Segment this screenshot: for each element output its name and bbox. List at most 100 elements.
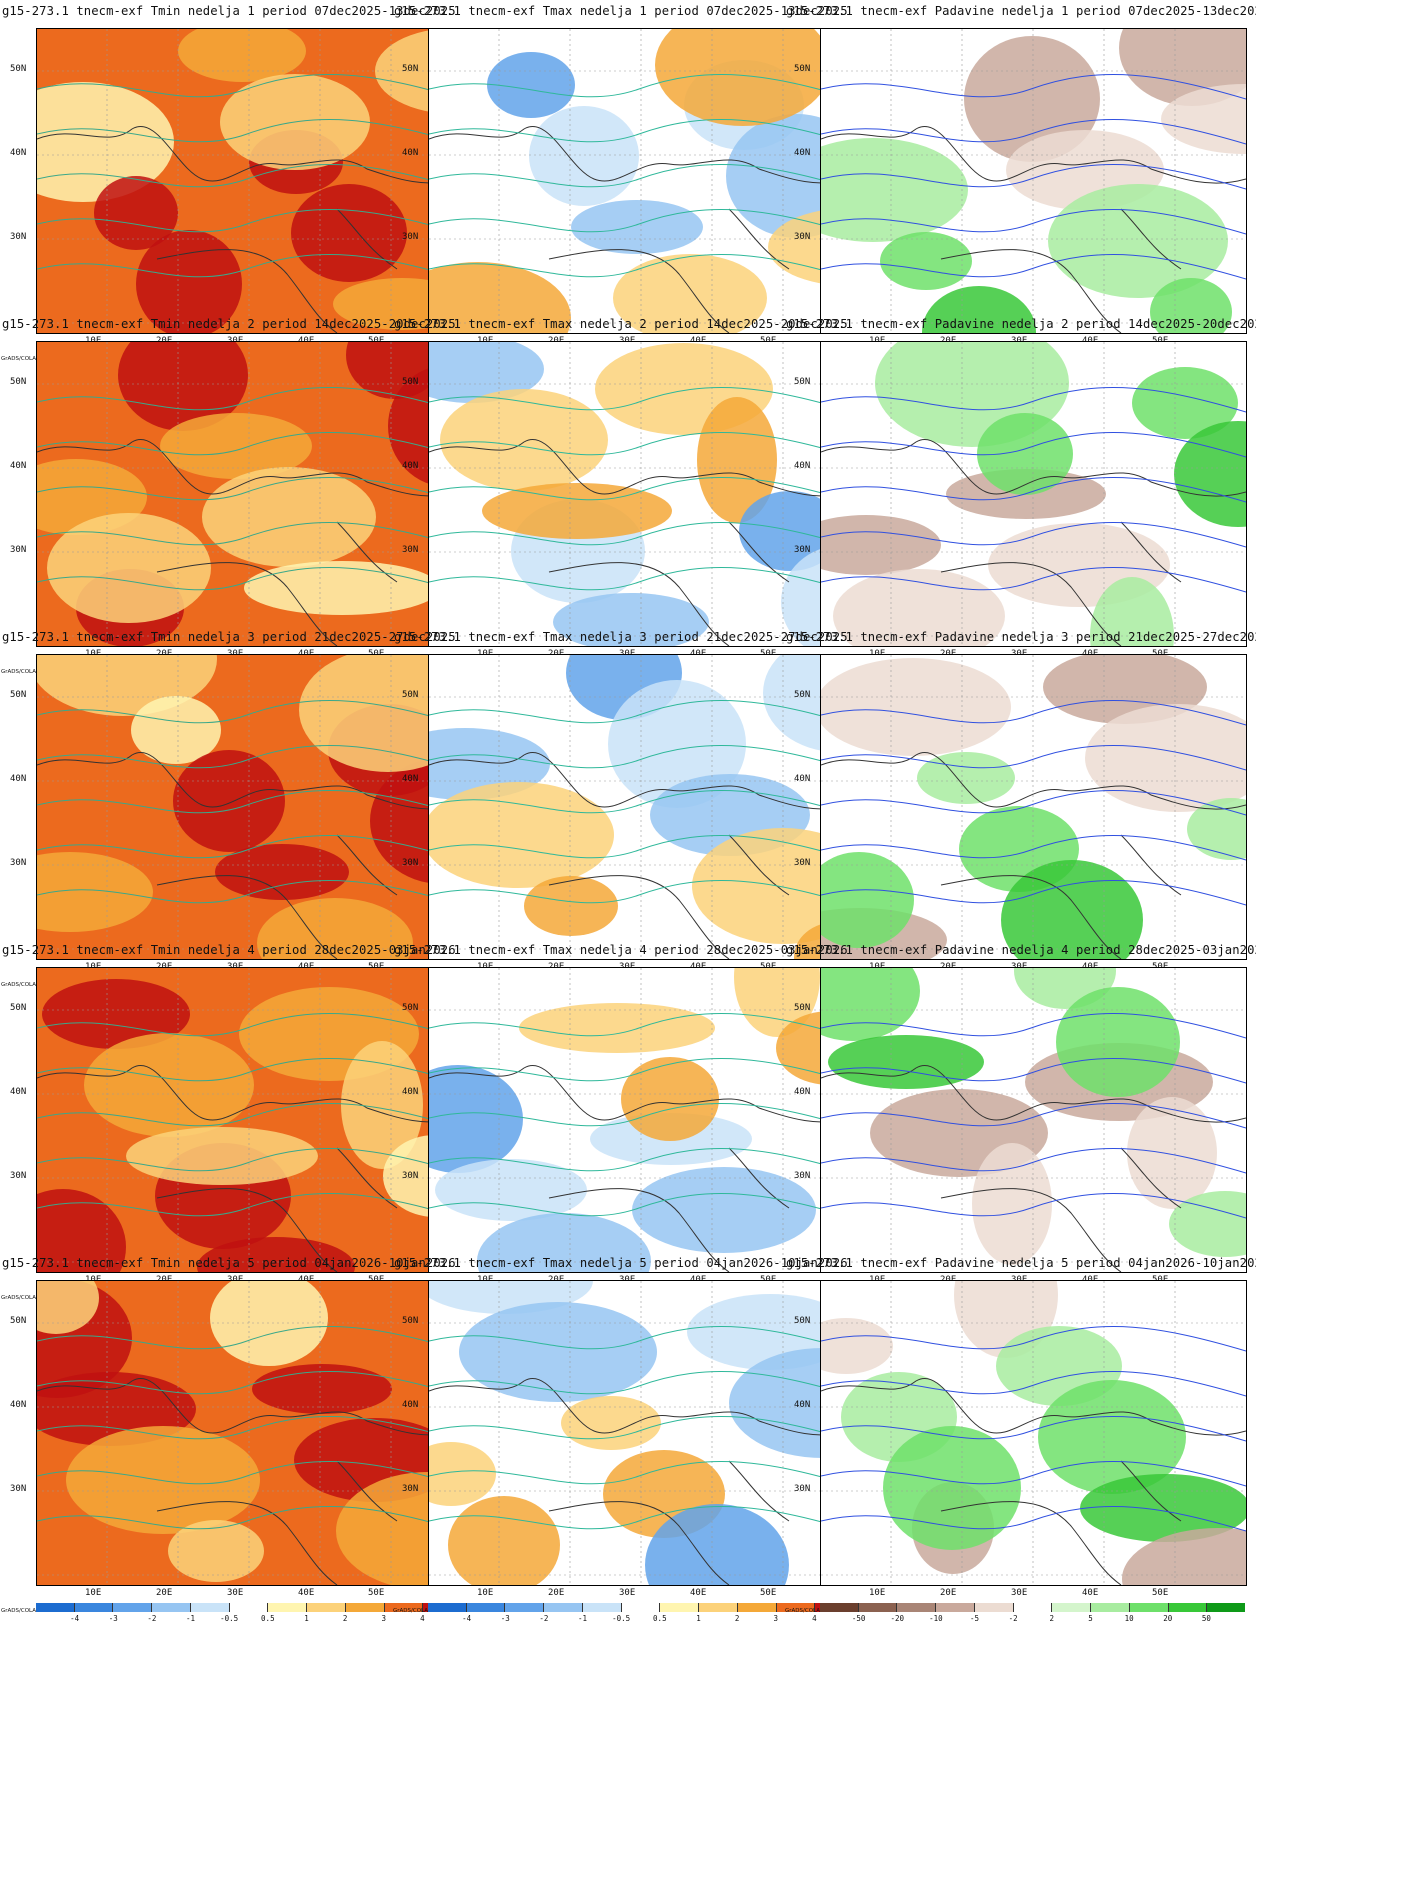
lon-label: 10E [85, 1588, 102, 1598]
color-bar-label: 3 [381, 1614, 386, 1623]
lat-label: 30N [794, 858, 811, 868]
color-bar-label: 2 [342, 1614, 348, 1623]
grads-label: GrADS/COLA [1, 1295, 36, 1301]
lat-label: 40N [10, 774, 27, 784]
color-bar-label: 10 [1124, 1614, 1134, 1623]
lat-label: 50N [794, 690, 811, 700]
color-bar-label: 0.5 [261, 1614, 275, 1623]
map-canvas [428, 654, 855, 960]
lat-label: 50N [10, 1003, 27, 1013]
map-panel-tmin-5: g15-273.1 tnecm-exf Tmin nedelja 5 perio… [0, 1252, 475, 1631]
lon-label: 20E [548, 1588, 565, 1598]
lat-label: 50N [10, 377, 27, 387]
lon-label: 30E [227, 1588, 244, 1598]
lat-label: 30N [10, 545, 27, 555]
color-bar-segment [1129, 1603, 1169, 1612]
lat-label: 40N [794, 148, 811, 158]
color-bar-segment [307, 1603, 346, 1612]
panel-title: g15-273.1 tnecm-exf Tmax nedelja 5 perio… [394, 1256, 848, 1270]
color-bar-label: -2 [147, 1614, 157, 1623]
color-bar-segment [974, 1603, 1014, 1612]
panel-title: g15-273.1 tnecm-exf Padavine nedelja 4 p… [786, 943, 1256, 957]
color-bar-label: 4 [812, 1614, 817, 1623]
color-bar-segment [582, 1603, 622, 1612]
color-bar-label: -2 [539, 1614, 549, 1623]
color-bar-segment [36, 1603, 75, 1612]
color-bar-label: 5 [1088, 1614, 1093, 1623]
color-bar-segment [74, 1603, 114, 1612]
map-canvas [428, 341, 855, 647]
grads-label: GrADS/COLA [1, 982, 36, 988]
lon-label: 30E [1011, 1588, 1028, 1598]
lat-label: 50N [402, 64, 419, 74]
lat-label: 30N [402, 232, 419, 242]
lat-label: 50N [794, 377, 811, 387]
lat-label: 40N [402, 774, 419, 784]
color-bar-label: -1 [186, 1614, 196, 1623]
lon-label: 40E [690, 1588, 707, 1598]
map-canvas [428, 1280, 855, 1586]
color-bar-segment [776, 1603, 816, 1612]
color-bar-segment [190, 1603, 230, 1612]
color-bar-segment [1013, 1603, 1053, 1612]
panel-title: g15-273.1 tnecm-exf Tmin nedelja 1 perio… [2, 4, 456, 18]
lat-label: 30N [794, 1171, 811, 1181]
panel-title: g15-273.1 tnecm-exf Tmax nedelja 2 perio… [394, 317, 848, 331]
map-canvas [820, 967, 1247, 1273]
map-panel-tmax-2: g15-273.1 tnecm-exf Tmax nedelja 2 perio… [392, 313, 867, 692]
lat-label: 40N [794, 1400, 811, 1410]
lat-label: 40N [402, 461, 419, 471]
color-bar-segment [466, 1603, 506, 1612]
lon-label: 50E [368, 1588, 385, 1598]
map-canvas [36, 654, 463, 960]
lat-label: 30N [10, 232, 27, 242]
panel-title: g15-273.1 tnecm-exf Padavine nedelja 2 p… [786, 317, 1256, 331]
lat-label: 40N [10, 461, 27, 471]
panel-title: g15-273.1 tnecm-exf Tmin nedelja 5 perio… [2, 1256, 456, 1270]
panel-title: g15-273.1 tnecm-exf Tmin nedelja 2 perio… [2, 317, 456, 331]
color-bar-segment [113, 1603, 153, 1612]
color-bar-label: -0.5 [220, 1614, 239, 1623]
color-bar-label: 20 [1163, 1614, 1173, 1623]
map-panel-tmin-4: g15-273.1 tnecm-exf Tmin nedelja 4 perio… [0, 939, 475, 1318]
map-canvas [428, 967, 855, 1273]
lat-label: 50N [794, 1003, 811, 1013]
lat-label: 40N [794, 461, 811, 471]
color-bar-label: -10 [929, 1614, 943, 1623]
color-bar-segment [660, 1603, 700, 1612]
panel-title: g15-273.1 tnecm-exf Padavine nedelja 5 p… [786, 1256, 1256, 1270]
color-bar-segment [152, 1603, 191, 1612]
color-bar-segment [345, 1603, 385, 1612]
map-canvas [820, 654, 1247, 960]
color-bar-segment [1168, 1603, 1208, 1612]
grads-label: GrADS/COLA [1, 356, 36, 362]
color-bar-label: -2 [1008, 1614, 1018, 1623]
lat-label: 30N [402, 1171, 419, 1181]
color-bar-label: -5 [970, 1614, 980, 1623]
lon-label: 20E [940, 1588, 957, 1598]
color-bar-segment [505, 1603, 545, 1612]
color-bar-label: -4 [70, 1614, 80, 1623]
lat-label: 30N [794, 545, 811, 555]
color-bar-segment [544, 1603, 583, 1612]
panel-title: g15-273.1 tnecm-exf Padavine nedelja 1 p… [786, 4, 1256, 18]
map-canvas [36, 967, 463, 1273]
color-bar-label: -4 [462, 1614, 472, 1623]
color-bar-segment [897, 1603, 937, 1612]
color-bar-segment [858, 1603, 898, 1612]
panel-title: g15-273.1 tnecm-exf Tmin nedelja 4 perio… [2, 943, 456, 957]
lat-label: 30N [402, 1484, 419, 1494]
color-bar-label: 50 [1201, 1614, 1211, 1623]
color-bar-segment [268, 1603, 308, 1612]
map-canvas [36, 341, 463, 647]
color-bar-labels: -50 -20 -10 -5 -2 2 5 10 20 50 [820, 1614, 1245, 1624]
lon-label: 10E [869, 1588, 886, 1598]
color-bar-segment [820, 1603, 859, 1612]
lat-label: 40N [402, 1087, 419, 1097]
color-bar-segment [428, 1603, 467, 1612]
color-bar-label: -0.5 [612, 1614, 631, 1623]
color-bar-label: -20 [890, 1614, 905, 1623]
lat-label: 30N [794, 1484, 811, 1494]
map-canvas [820, 28, 1247, 334]
